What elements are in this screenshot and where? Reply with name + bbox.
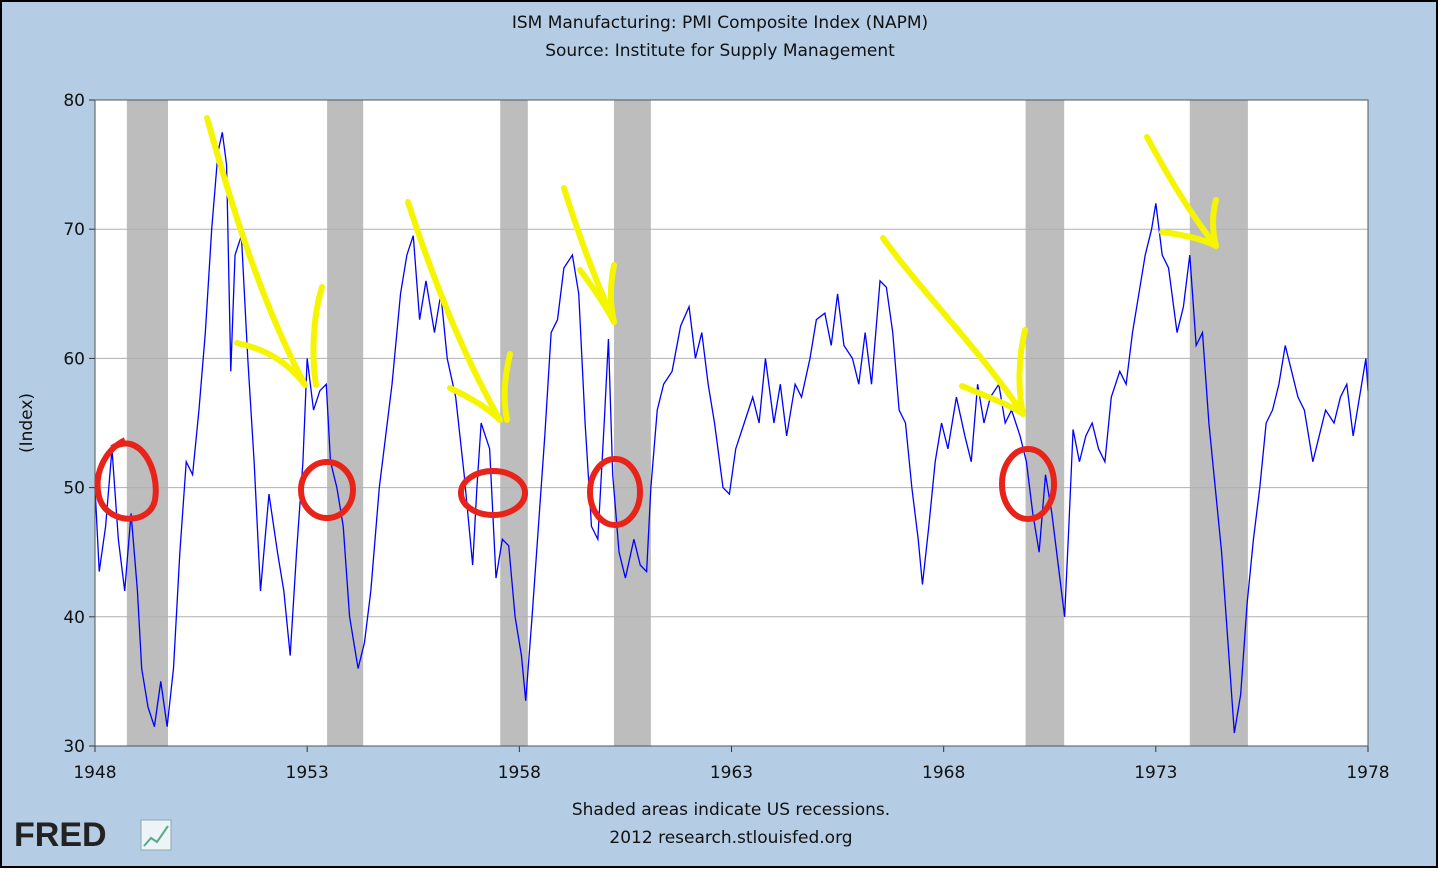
arrow [561, 185, 617, 325]
circle [298, 459, 356, 521]
circle [587, 456, 643, 528]
x-tick-label: 1958 [498, 763, 541, 783]
y-axis-label: (Index) [17, 393, 37, 453]
arrow [405, 199, 513, 423]
chart-subtitle: Source: Institute for Supply Management [545, 41, 895, 61]
recession-band [613, 100, 651, 746]
y-tick-label: 50 [63, 479, 85, 499]
x-tick-label: 1948 [73, 763, 116, 783]
circle [999, 446, 1057, 522]
arrow [204, 115, 325, 388]
recession-band [1025, 100, 1065, 746]
y-tick-label: 80 [63, 91, 85, 111]
arrow [1144, 134, 1219, 249]
y-tick-label: 70 [63, 220, 85, 240]
recession-band [126, 100, 168, 746]
plot-layer: 30 40 50 60 70 80 1948 1953 1958 1963 1968 1973 1978 [63, 91, 1389, 783]
recession-band [1189, 100, 1248, 746]
logo-icon-line [143, 825, 169, 847]
arrow [880, 235, 1028, 417]
x-tick-label: 1978 [1346, 763, 1389, 783]
x-tick-label: 1953 [286, 763, 329, 783]
logo: FRED [14, 816, 107, 854]
x-tick-label: 1968 [922, 763, 965, 783]
circle [458, 468, 528, 518]
y-tick-label: 60 [63, 349, 85, 369]
plot-border [94, 99, 1369, 747]
source: 2012 research.stlouisfed.org [609, 828, 852, 848]
recession-band [327, 100, 364, 746]
x-tick-label: 1963 [710, 763, 753, 783]
data-line [94, 132, 1369, 734]
y-tick-label: 40 [63, 608, 85, 628]
note: Shaded areas indicate US recessions. [572, 800, 890, 820]
annotations-circles [94, 437, 1057, 528]
chart-title: ISM Manufacturing: PMI Composite Index (… [512, 13, 928, 33]
circle [94, 437, 159, 522]
recession-band [500, 100, 528, 746]
annotations-arrows [204, 115, 1219, 423]
x-tick-label: 1973 [1134, 763, 1177, 783]
plot-area [95, 100, 1368, 746]
y-tick-label: 30 [63, 737, 85, 757]
